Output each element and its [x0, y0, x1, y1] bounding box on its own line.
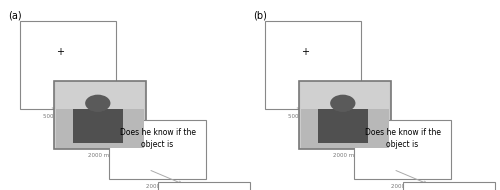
- Bar: [20, 21, 116, 109]
- Text: +: +: [56, 47, 64, 57]
- Bar: [54, 81, 146, 149]
- Bar: [56, 82, 144, 109]
- Text: 500 ms: 500 ms: [288, 114, 308, 119]
- Bar: [158, 182, 250, 190]
- Bar: [354, 120, 451, 179]
- Bar: [72, 106, 123, 143]
- Bar: [56, 82, 144, 148]
- Text: 2000 ms: 2000 ms: [88, 153, 112, 158]
- Bar: [110, 120, 206, 179]
- Text: 2000 ms: 2000 ms: [146, 184, 170, 189]
- Bar: [264, 21, 361, 109]
- Circle shape: [330, 95, 355, 112]
- Bar: [302, 82, 389, 148]
- Text: (a): (a): [8, 10, 22, 21]
- Circle shape: [330, 95, 355, 112]
- Text: 2000 ms: 2000 ms: [333, 153, 357, 158]
- Bar: [299, 81, 391, 149]
- Bar: [402, 182, 494, 190]
- Bar: [318, 106, 368, 143]
- Circle shape: [85, 95, 110, 112]
- Text: Does he know if the
object is: Does he know if the object is: [364, 128, 440, 149]
- Text: 2000 ms: 2000 ms: [390, 184, 414, 189]
- Bar: [302, 82, 389, 109]
- Text: (b): (b): [253, 10, 267, 21]
- Text: Does he know if the
object is: Does he know if the object is: [120, 128, 196, 149]
- Circle shape: [85, 95, 110, 112]
- Text: 500 ms: 500 ms: [43, 114, 64, 119]
- Text: +: +: [301, 47, 309, 57]
